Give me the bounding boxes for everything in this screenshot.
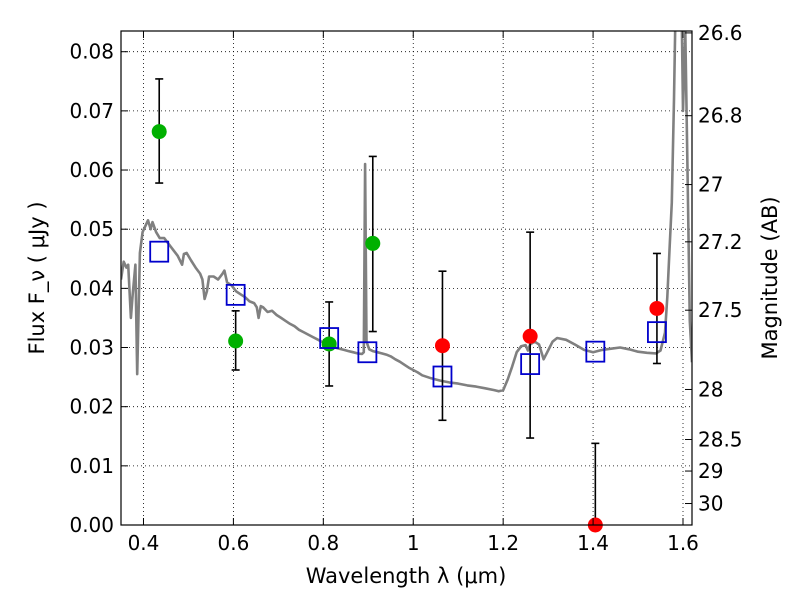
x-tick-label: 1 [407,531,420,555]
y2-tick-label: 28.5 [698,427,743,451]
y2-tick-label: 26.6 [698,21,743,45]
y2-axis-label: Magnitude (AB) [758,196,782,359]
y2-tick-label: 29 [698,459,723,483]
y2-tick-label: 27 [698,173,723,197]
x-tick-label: 0.8 [307,531,339,555]
model-flux-marker [225,283,246,306]
photometry-point [321,336,337,352]
x-axis-label: Wavelength λ (μm) [306,564,507,588]
y-tick-label: 0.02 [69,395,114,419]
y-tick-label: 0.08 [69,40,114,64]
y2-tick-label: 30 [698,492,723,516]
photometry-point [228,333,244,349]
model-flux-marker [647,321,667,344]
photometry-point [434,338,450,354]
x-tick-label: 0.6 [217,531,249,555]
x-tick-label: 1.4 [577,531,609,555]
y-tick-label: 0.05 [69,217,114,241]
grid [121,31,692,526]
y-tick-label: 0.07 [69,99,114,123]
photometry-point [649,300,665,316]
x-tick-label: 1.6 [667,531,699,555]
y-tick-label: 0.03 [69,336,114,360]
x-tick-label: 0.4 [128,531,160,555]
x-tick-label: 1.2 [487,531,519,555]
y-tick-label: 0.06 [69,158,114,182]
photometry-point [365,235,381,251]
error-bars [155,78,661,526]
photometry-point [522,328,538,344]
model-sed-line [121,31,692,393]
model-flux-marker [149,240,170,263]
y-tick-label: 0.04 [69,276,114,300]
data-markers [149,124,667,533]
y2-tick-label: 26.8 [698,104,743,128]
plot-frame [120,30,693,526]
model-flux-marker [319,327,340,349]
model-flux-marker [357,341,378,364]
model-flux-marker [585,340,606,363]
y2-tick-label: 27.5 [698,298,743,322]
model-flux-marker [432,365,453,388]
y-tick-label: 0.00 [69,513,114,537]
y-tick-label: 0.01 [69,454,114,478]
photometry-point [151,124,167,140]
axis-ticks [121,31,692,526]
model-flux-marker [520,353,541,375]
tick-labels: 0.4 0.6 0.8 1 1.2 1.4 1.6 0.00 0.01 0.02 0.03 0.04 0… [69,21,742,555]
y2-tick-label: 27.2 [698,230,743,254]
y-axis-label: Flux F_ν ( μJy ) [25,201,50,354]
plot-area [121,31,692,533]
y2-tick-label: 28 [698,377,723,401]
